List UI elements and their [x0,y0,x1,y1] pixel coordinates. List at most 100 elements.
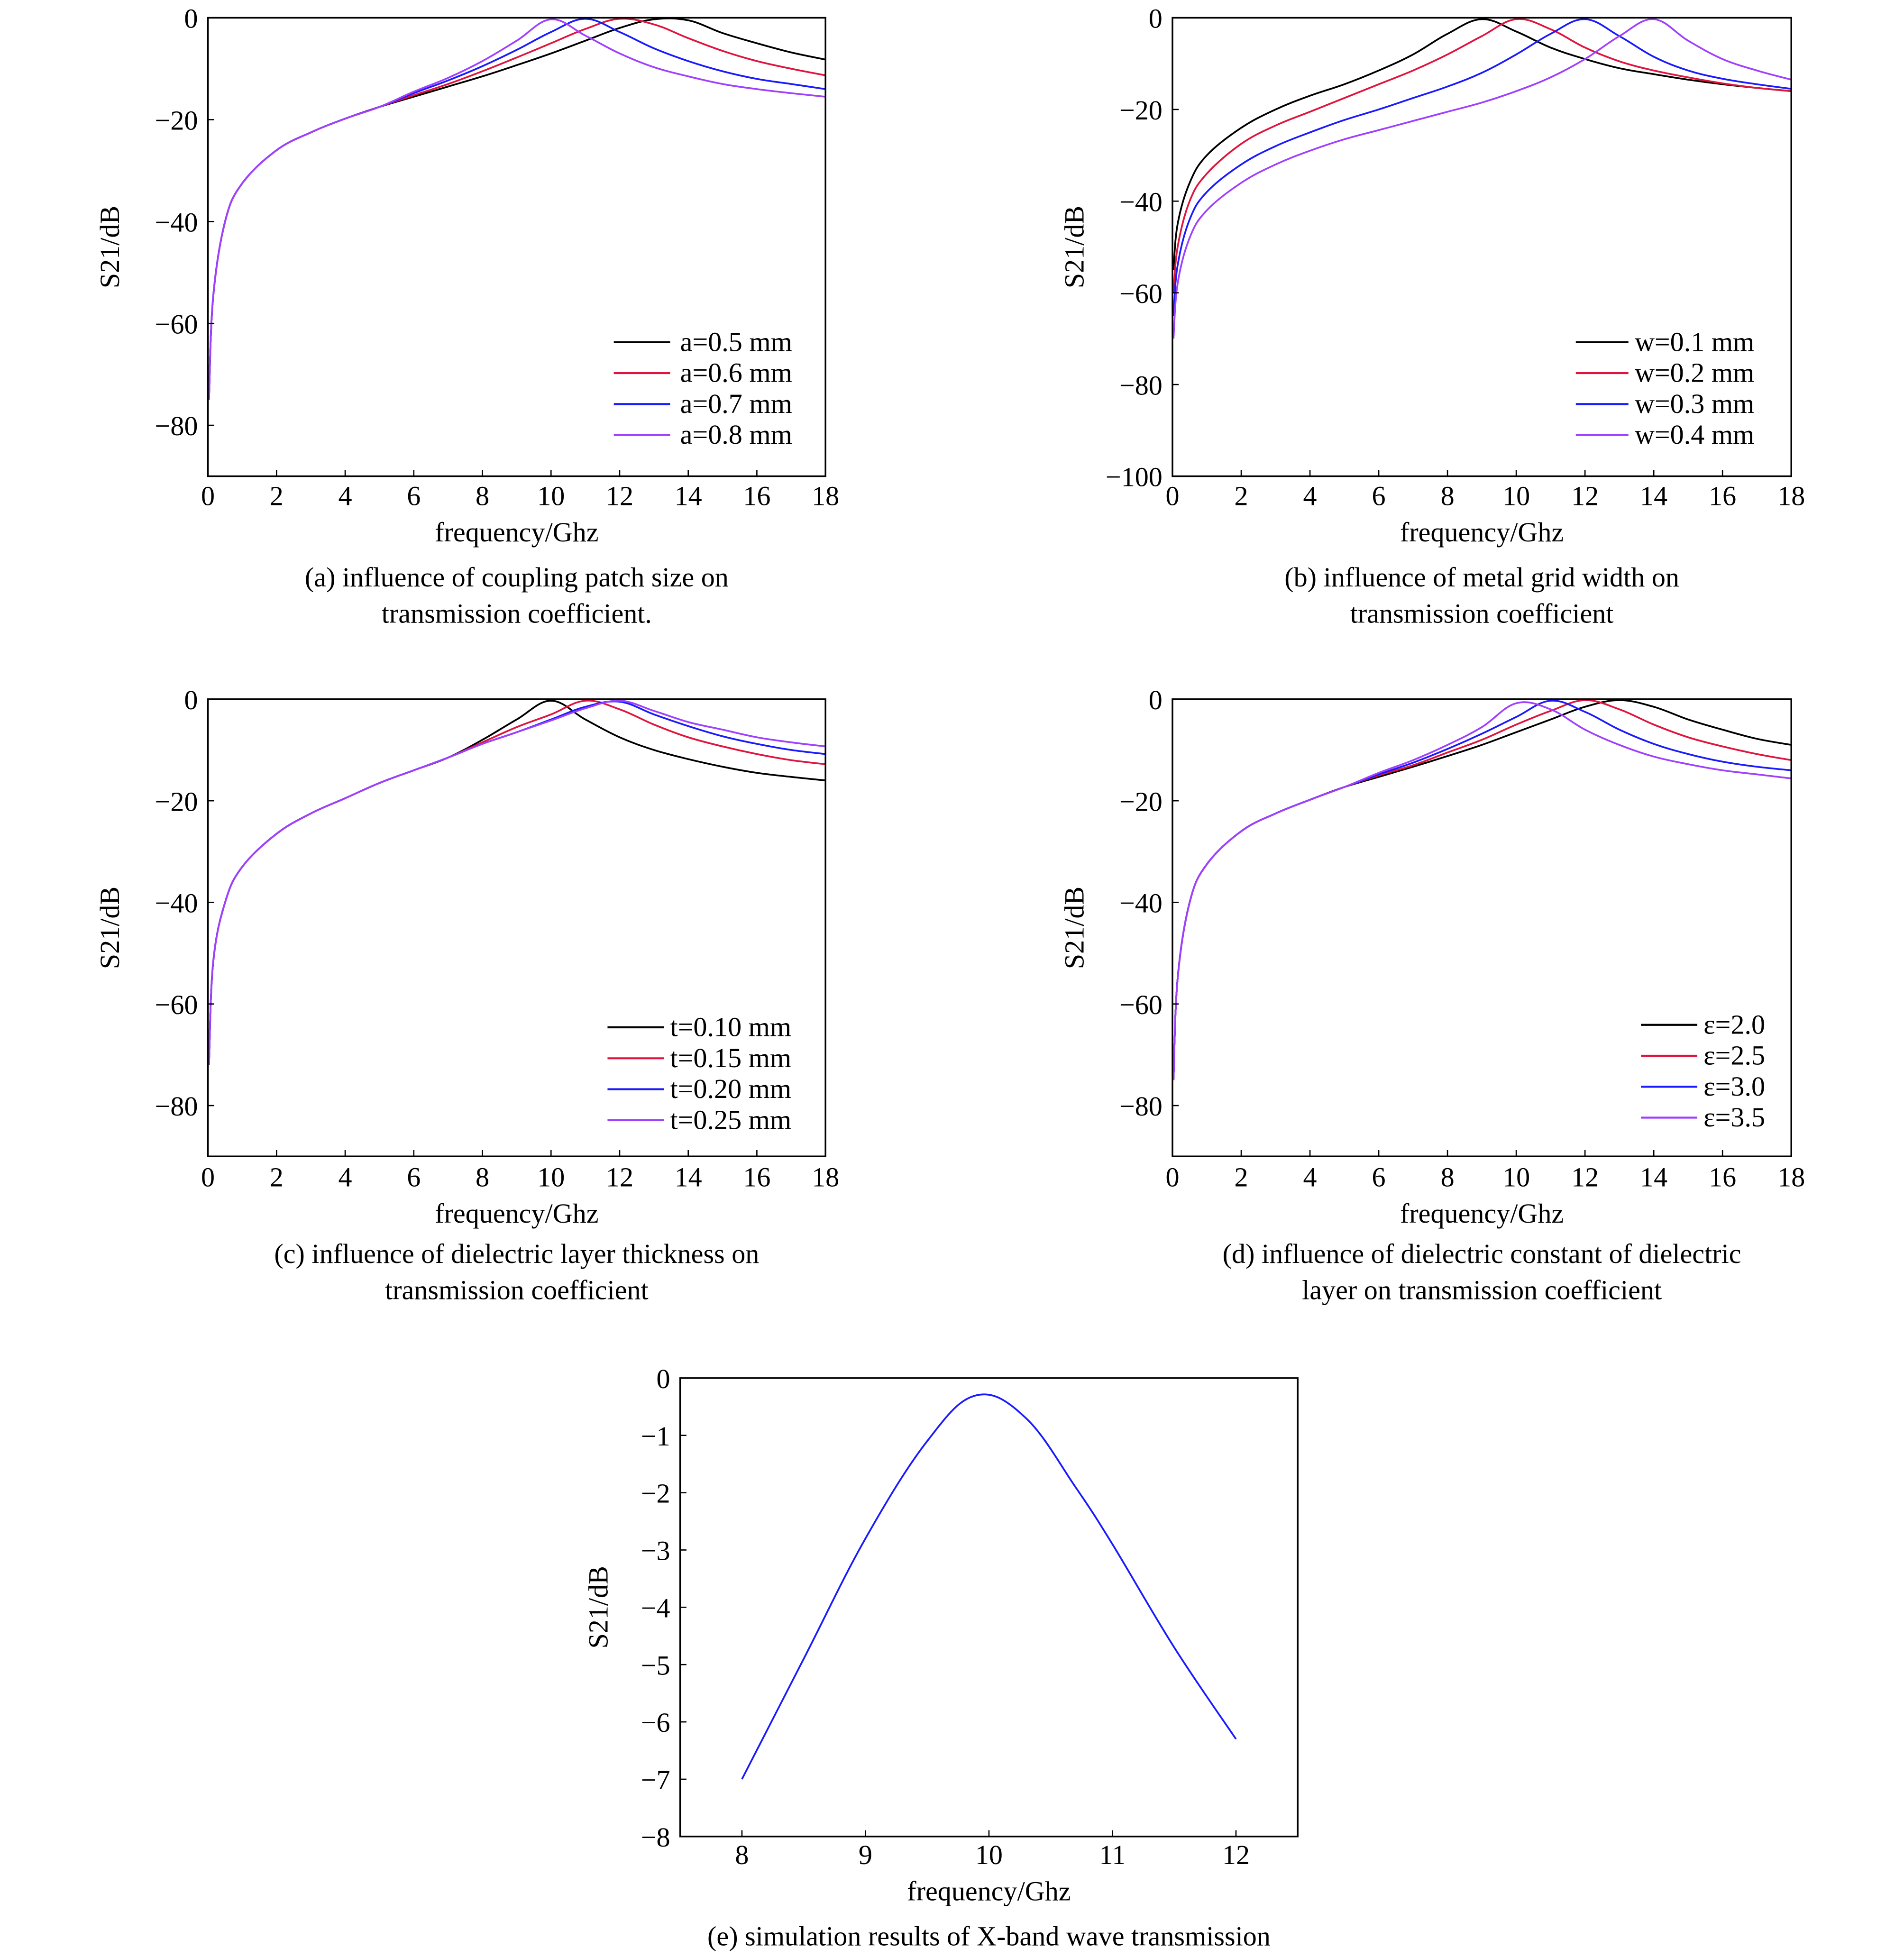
x-tick-label: 16 [743,480,770,511]
figure-caption: transmission coefficient [385,1274,649,1305]
chart-c: 0 2 4 6 8 10 12 14 16 18 0 −20 −40 −60 −80 frequency/Gh… [94,685,839,1305]
x-tick-label: 11 [1099,1839,1126,1870]
x-tick-label: 10 [975,1839,1003,1870]
y-tick-label: −60 [1119,278,1163,309]
x-tick-label: 0 [201,480,215,511]
x-tick-label: 0 [201,1162,215,1193]
legend: ε=2.0ε=2.5ε=3.0ε=3.5 [1641,1009,1765,1133]
x-axis-label: frequency/Ghz [1400,517,1564,548]
series-line-1 [1172,18,1792,270]
y-tick-label: −20 [155,786,198,817]
figure-caption: (c) influence of dielectric layer thickn… [274,1238,759,1269]
series-line-2 [208,700,826,1065]
y-tick-label: 0 [184,3,198,34]
y-axis-label: S21/dB [583,1566,613,1648]
x-tick-label: 14 [675,1162,702,1193]
plot-frame [1172,698,1792,1157]
y-tick-label: −6 [641,1707,670,1738]
y-tick-label: −1 [641,1421,670,1452]
x-tick-label: 0 [1165,1162,1179,1193]
x-tick-label: 10 [537,1162,565,1193]
x-tick-label: 8 [476,1162,489,1193]
x-tick-label: 18 [812,1162,839,1193]
series-line-3 [1172,18,1792,316]
x-axis-label: frequency/Ghz [907,1876,1071,1907]
x-tick-label: 4 [1303,480,1317,511]
series-line-3 [208,700,826,1065]
x-tick-label: 4 [1303,1162,1317,1193]
y-tick-label: −40 [1119,186,1163,217]
y-tick-label: −7 [641,1765,670,1795]
x-tick-label: 14 [1640,1162,1667,1193]
x-tick-label: 9 [859,1839,872,1870]
legend-label: w=0.3 mm [1635,388,1754,419]
y-axis-label: S21/dB [94,887,125,969]
y-tick-label: −80 [155,1091,198,1122]
legend-label: a=0.5 mm [680,326,792,357]
y-tick-label: −80 [155,411,198,441]
x-tick-label: 18 [1777,1162,1805,1193]
x-tick-label: 4 [339,1162,352,1193]
x-tick-label: 12 [1222,1839,1250,1870]
x-tick-label: 10 [1502,480,1530,511]
x-tick-label: 14 [675,480,702,511]
series-line-4 [1172,18,1792,339]
x-tick-label: 8 [476,480,489,511]
y-tick-label: −4 [641,1592,670,1623]
y-axis-label: S21/dB [94,206,125,288]
y-tick-label: −20 [155,105,198,136]
series-line-3 [1172,700,1792,1080]
legend: t=0.10 mmt=0.15 mmt=0.20 mmt=0.25 mm [607,1012,791,1135]
legend: a=0.5 mma=0.6 mma=0.7 mma=0.8 mm [613,326,792,450]
legend-label: t=0.20 mm [670,1073,792,1104]
x-tick-label: 6 [1372,1162,1386,1193]
y-tick-label: −40 [1119,888,1163,919]
series-line-4 [208,18,826,400]
y-tick-label: −60 [1119,989,1163,1020]
x-tick-label: 6 [407,1162,421,1193]
x-tick-label: 14 [1640,480,1667,511]
x-tick-label: 16 [1709,480,1736,511]
x-tick-label: 2 [270,1162,284,1193]
y-tick-label: −40 [155,888,198,919]
figure-caption: transmission coefficient. [382,598,652,629]
legend-label: ε=2.5 [1703,1040,1765,1071]
y-tick-label: −20 [1119,786,1163,817]
figure-caption: (a) influence of coupling patch size on [305,562,729,593]
y-tick-label: −100 [1106,462,1163,493]
legend-label: t=0.10 mm [670,1012,792,1043]
x-axis-label: frequency/Ghz [435,1198,598,1229]
plot-frame [207,17,826,477]
y-tick-label: 0 [656,1363,670,1394]
plot-frame [679,1377,1299,1838]
series-line-4 [208,700,826,1065]
x-tick-label: 6 [407,480,421,511]
chart-b: 0 2 4 6 8 10 12 14 16 18 0 −20 −40 −60 −80 −100 frequenc… [1059,3,1805,629]
legend-label: w=0.1 mm [1635,326,1754,357]
series-line-4 [1172,701,1792,1080]
x-tick-label: 2 [270,480,284,511]
x-tick-label: 4 [339,480,352,511]
legend-label: w=0.2 mm [1635,357,1754,388]
x-tick-label: 12 [1571,480,1599,511]
y-tick-label: −60 [155,309,198,339]
legend-label: t=0.25 mm [670,1104,792,1135]
x-axis-label: frequency/Ghz [435,517,598,548]
x-tick-label: 18 [1777,480,1805,511]
legend-label: ε=3.0 [1703,1071,1765,1102]
legend-label: t=0.15 mm [670,1043,792,1073]
legend: w=0.1 mmw=0.2 mmw=0.3 mmw=0.4 mm [1575,326,1754,450]
legend-label: a=0.7 mm [680,388,792,419]
y-tick-label: −5 [641,1650,670,1681]
y-tick-label: −2 [641,1478,670,1509]
figure-caption: (b) influence of metal grid width on [1284,562,1679,593]
x-tick-label: 0 [1165,480,1179,511]
y-tick-label: −80 [1119,1091,1163,1122]
legend-label: ε=2.0 [1703,1009,1765,1040]
x-axis-label: frequency/Ghz [1400,1198,1564,1229]
series-line-2 [1172,18,1792,293]
plot-frame [207,698,826,1157]
figure-caption: (d) influence of dielectric constant of … [1223,1238,1741,1269]
legend-label: a=0.6 mm [680,357,792,388]
